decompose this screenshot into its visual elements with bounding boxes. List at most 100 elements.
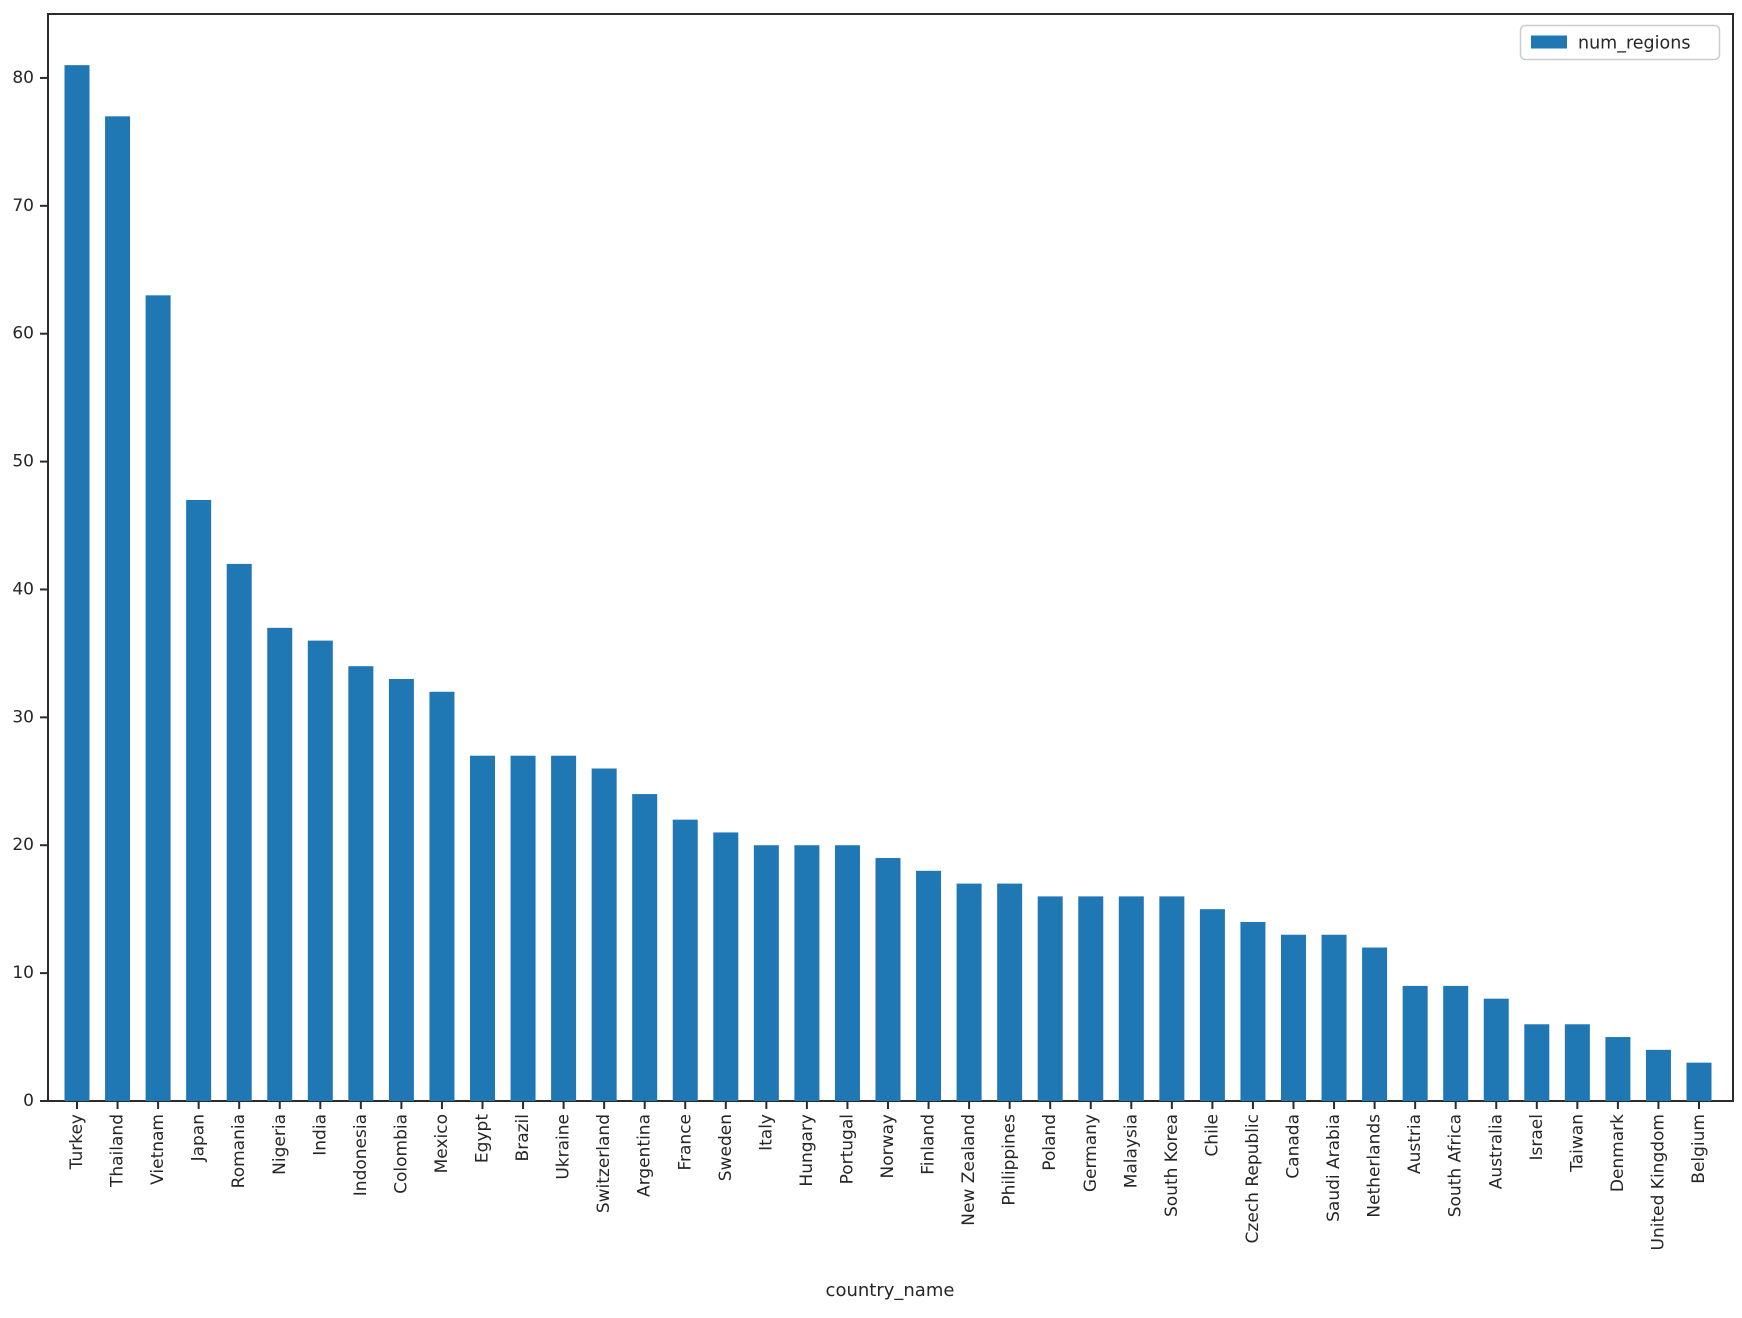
bar bbox=[591, 768, 617, 1101]
bar bbox=[632, 794, 658, 1101]
bar bbox=[1078, 896, 1104, 1101]
bar bbox=[713, 832, 739, 1101]
bar bbox=[551, 755, 577, 1101]
y-tick-label: 30 bbox=[12, 707, 34, 727]
bar bbox=[916, 870, 942, 1101]
bar bbox=[307, 640, 333, 1101]
bars-group bbox=[64, 65, 1712, 1102]
x-tick-label: Romania bbox=[229, 1114, 249, 1188]
x-tick-label: Vietnam bbox=[148, 1114, 168, 1185]
bar bbox=[388, 678, 414, 1101]
x-tick-label: South Korea bbox=[1162, 1114, 1182, 1217]
y-tick-label: 50 bbox=[12, 452, 34, 472]
x-tick-label: Austria bbox=[1405, 1114, 1425, 1174]
bar bbox=[510, 755, 536, 1101]
legend-swatch bbox=[1531, 35, 1567, 49]
bar bbox=[1483, 998, 1509, 1101]
x-tick-label: Hungary bbox=[797, 1114, 817, 1187]
bar bbox=[1443, 985, 1469, 1101]
x-tick-label: Italy bbox=[756, 1114, 776, 1151]
bar bbox=[956, 883, 982, 1101]
x-tick-label: Malaysia bbox=[1121, 1114, 1141, 1188]
y-tick-label: 0 bbox=[23, 1091, 34, 1111]
x-tick-label: Finland bbox=[919, 1114, 939, 1175]
x-axis-ticks: Turkey Thailand Vietnam Japan Romania Nigeria… bbox=[67, 1101, 1709, 1250]
bar bbox=[64, 65, 90, 1101]
x-tick-label: New Zealand bbox=[959, 1114, 979, 1226]
bar bbox=[226, 563, 252, 1101]
x-tick-label: Argentina bbox=[635, 1114, 655, 1197]
bar bbox=[429, 691, 455, 1101]
bar bbox=[1118, 896, 1144, 1101]
x-tick-label: Denmark bbox=[1608, 1114, 1628, 1192]
x-tick-label: France bbox=[675, 1114, 695, 1171]
x-tick-label: Australia bbox=[1486, 1114, 1506, 1189]
x-tick-label: Israel bbox=[1527, 1114, 1547, 1160]
y-tick-label: 60 bbox=[12, 324, 34, 344]
bar bbox=[753, 845, 779, 1101]
x-tick-label: Turkey bbox=[67, 1114, 87, 1170]
x-tick-label: Canada bbox=[1284, 1114, 1304, 1179]
x-tick-label: Mexico bbox=[432, 1114, 452, 1173]
y-tick-label: 10 bbox=[12, 963, 34, 983]
bar bbox=[186, 499, 212, 1101]
x-tick-label: Netherlands bbox=[1365, 1114, 1385, 1218]
x-tick-label: Taiwan bbox=[1567, 1114, 1587, 1173]
y-tick-label: 70 bbox=[12, 196, 34, 216]
x-tick-label: Brazil bbox=[513, 1114, 533, 1161]
x-tick-label: Portugal bbox=[837, 1114, 857, 1184]
bar bbox=[1564, 1024, 1590, 1101]
bar bbox=[1199, 909, 1225, 1101]
bar bbox=[105, 116, 131, 1101]
x-tick-label: Japan bbox=[189, 1114, 209, 1162]
bar bbox=[1037, 896, 1063, 1101]
x-tick-label: South Africa bbox=[1446, 1114, 1466, 1217]
bar bbox=[1362, 947, 1388, 1101]
legend: num_regions bbox=[1519, 24, 1721, 61]
x-tick-label: Germany bbox=[1081, 1114, 1101, 1192]
bar bbox=[1159, 896, 1185, 1101]
x-tick-label: India bbox=[310, 1114, 330, 1156]
y-axis-ticks: 0 10 20 30 40 50 60 70 80 bbox=[12, 68, 48, 1111]
bar bbox=[1645, 1049, 1671, 1101]
bar bbox=[1605, 1037, 1631, 1101]
x-tick-label: United Kingdom bbox=[1648, 1114, 1668, 1250]
x-tick-label: Ukraine bbox=[554, 1114, 574, 1180]
x-tick-label: Switzerland bbox=[594, 1114, 614, 1213]
x-tick-label: Chile bbox=[1202, 1114, 1222, 1157]
x-tick-label: Czech Republic bbox=[1243, 1114, 1263, 1243]
x-tick-label: Saudi Arabia bbox=[1324, 1114, 1344, 1222]
x-tick-label: Poland bbox=[1040, 1114, 1060, 1171]
x-tick-label: Philippines bbox=[1000, 1114, 1020, 1206]
bar bbox=[834, 845, 860, 1101]
x-tick-label: Sweden bbox=[716, 1114, 736, 1181]
y-tick-label: 20 bbox=[12, 835, 34, 855]
bar bbox=[145, 295, 171, 1102]
x-tick-label: Indonesia bbox=[351, 1114, 371, 1196]
bar bbox=[1281, 934, 1306, 1101]
x-tick-label: Nigeria bbox=[270, 1114, 290, 1175]
bar bbox=[672, 819, 698, 1101]
bar bbox=[470, 755, 495, 1101]
bar bbox=[997, 883, 1023, 1101]
bar bbox=[348, 666, 374, 1101]
legend-box bbox=[1519, 24, 1721, 61]
bar bbox=[1402, 985, 1428, 1101]
bar bbox=[794, 845, 820, 1101]
x-tick-label: Belgium bbox=[1689, 1114, 1709, 1184]
bar bbox=[1524, 1024, 1550, 1101]
bar bbox=[1321, 934, 1347, 1101]
y-tick-label: 40 bbox=[12, 579, 34, 599]
bar bbox=[267, 627, 293, 1101]
y-tick-label: 80 bbox=[12, 68, 34, 88]
x-tick-label: Colombia bbox=[391, 1114, 411, 1194]
legend-label: num_regions bbox=[1578, 34, 1690, 54]
bar bbox=[1240, 921, 1266, 1101]
bar bbox=[875, 858, 901, 1101]
x-axis-title: country_name bbox=[826, 1280, 955, 1301]
x-tick-label: Thailand bbox=[108, 1114, 128, 1188]
bar bbox=[1686, 1062, 1712, 1101]
x-tick-label: Norway bbox=[878, 1114, 898, 1179]
